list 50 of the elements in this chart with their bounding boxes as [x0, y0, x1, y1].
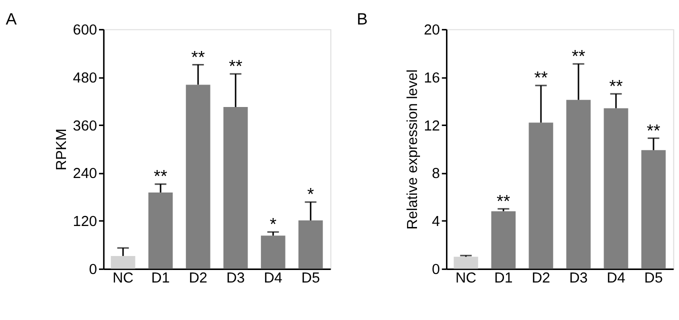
annotation: ** — [496, 190, 510, 211]
x-tick-label: D1 — [494, 270, 513, 287]
bar — [528, 122, 554, 269]
bar — [110, 256, 136, 269]
y-tick-label: 12 — [424, 118, 440, 134]
bar — [454, 256, 478, 269]
x-tick-label: D4 — [264, 270, 282, 287]
bar — [260, 236, 286, 269]
x-tick-label: D2 — [532, 270, 550, 287]
y-tick-label: 20 — [424, 22, 440, 39]
y-tick-label: 0 — [89, 262, 98, 278]
annotation: ** — [191, 46, 206, 67]
annotation: ** — [646, 120, 661, 140]
y-tick-label: 4 — [432, 214, 440, 230]
y-tick-label: 600 — [72, 22, 98, 39]
x-tick-label: D5 — [301, 270, 320, 287]
annotation: * — [270, 214, 277, 234]
annotation: ** — [572, 46, 586, 66]
y-tick-label: 360 — [72, 118, 98, 134]
x-tick-label: D4 — [606, 270, 626, 287]
bar — [298, 220, 323, 269]
bar — [641, 150, 666, 269]
y-tick-label: 120 — [72, 214, 98, 230]
x-tick-label: D2 — [188, 270, 208, 287]
x-tick-label: D1 — [151, 270, 170, 287]
y-tick-label: 8 — [432, 166, 440, 182]
x-tick-label: D5 — [644, 270, 663, 287]
bar — [148, 192, 173, 269]
chart-title: B — [356, 10, 368, 28]
bar — [223, 107, 248, 269]
y-tick-label: 480 — [72, 70, 98, 86]
x-tick-label: D3 — [569, 270, 588, 287]
bar — [186, 84, 210, 269]
chart-title: A — [6, 10, 17, 28]
y-axis-title: Relative expression level — [405, 69, 422, 230]
bar — [604, 108, 628, 269]
x-tick-label: NC — [455, 270, 476, 287]
y-tick-label: 16 — [424, 70, 440, 86]
annotation: ** — [228, 56, 243, 76]
x-tick-label: D3 — [226, 270, 245, 287]
x-tick-label: NC — [112, 270, 134, 287]
y-tick-label: 240 — [72, 166, 98, 182]
annotation: ** — [154, 166, 168, 186]
y-tick-label: 0 — [432, 262, 440, 278]
annotation: ** — [609, 76, 623, 96]
annotation: ** — [534, 68, 548, 88]
y-axis-title: RPKM — [54, 128, 70, 170]
annotation: * — [307, 184, 314, 204]
bar — [566, 100, 591, 269]
bar — [491, 211, 516, 269]
